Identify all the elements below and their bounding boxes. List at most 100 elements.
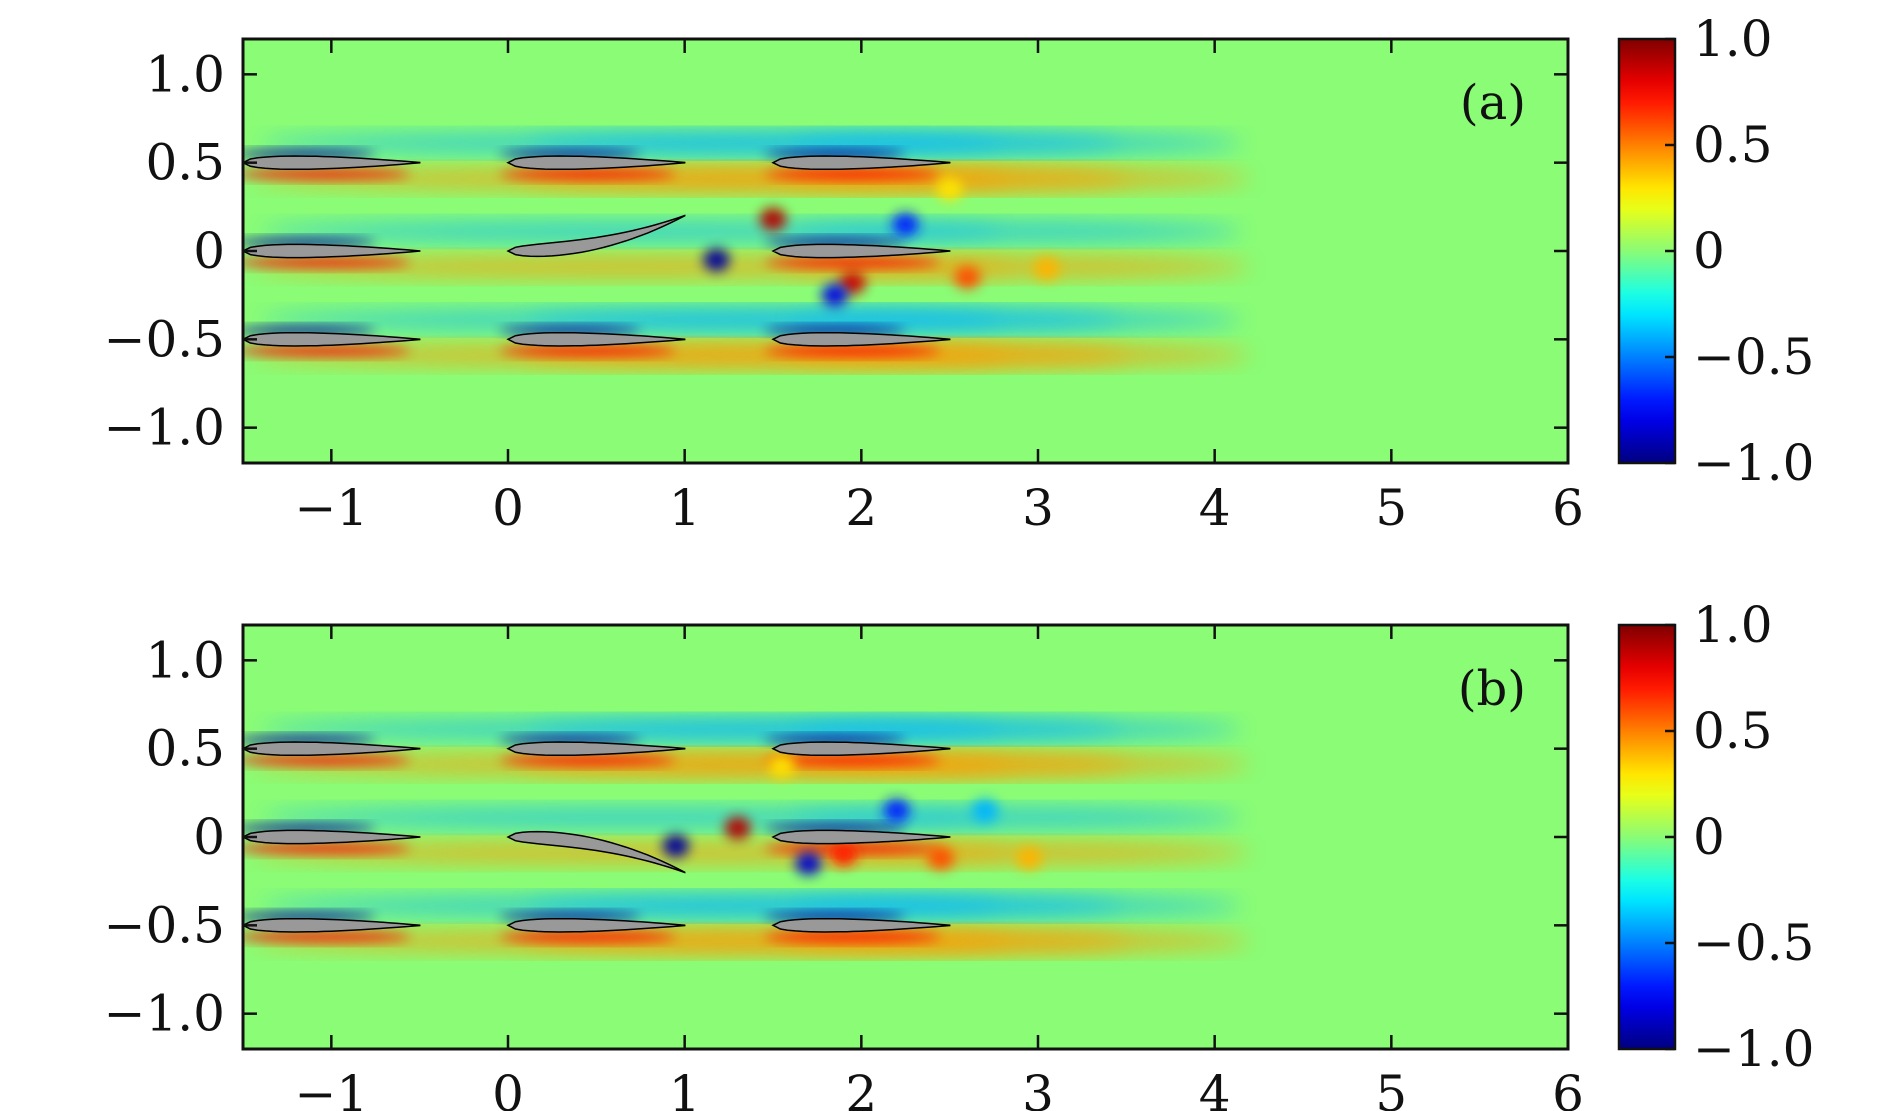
x-tick-label: 6 [1552, 1065, 1584, 1111]
vortex [724, 816, 751, 840]
colorbar-tick-label: 0.5 [1693, 702, 1773, 760]
panel-b: −1 0 1 2 3 4 5 6 1.0 0.5 0 −0.5 −1.0 (b) 1.0 0.5 0 −0.5 −1… [104, 596, 1815, 1111]
colorbar-tick-label: 0 [1693, 222, 1725, 280]
wake-negative [790, 808, 1242, 827]
colorbar-tick-label: −1.0 [1693, 434, 1814, 492]
x-tick-label: 2 [845, 479, 877, 537]
colorbar-tick-label: 1.0 [1693, 10, 1773, 68]
x-tick-label: 4 [1199, 1065, 1231, 1111]
airfoil [771, 243, 951, 259]
shear-layer-lower [499, 168, 676, 180]
vortex [927, 846, 955, 870]
x-tick-label: 2 [845, 1065, 877, 1111]
vortex [839, 271, 866, 295]
y-tick-label: −1.0 [104, 985, 225, 1043]
shear-layer-lower [764, 345, 941, 357]
shear-layer-upper [499, 149, 641, 159]
vortex [662, 834, 690, 858]
vortex [821, 283, 849, 307]
y-tick-label: −1.0 [104, 399, 225, 457]
shear-layer-lower [764, 754, 941, 766]
shear-layer-upper [764, 149, 906, 159]
shear-layer-lower [243, 257, 411, 268]
x-tick-label: −1 [294, 1065, 368, 1111]
shear-layer-lower [243, 754, 411, 766]
airfoil [243, 741, 421, 757]
vorticity-field [243, 134, 1250, 365]
vortex [1015, 846, 1043, 870]
vortex [759, 207, 787, 231]
shear-layer-upper [764, 735, 906, 745]
colorbar-tick-label: 0.5 [1693, 116, 1773, 174]
shear-layer-lower [764, 168, 941, 180]
x-tick-label: 0 [492, 479, 524, 537]
wake-negative [790, 222, 1242, 241]
vortex [954, 266, 981, 289]
colorbar-tick-label: −1.0 [1693, 1020, 1814, 1078]
airfoil [243, 155, 421, 171]
wake-negative [790, 897, 1242, 915]
colorbar-tick-label: −0.5 [1693, 914, 1814, 972]
shear-layer-upper [499, 912, 641, 921]
airfoil [771, 741, 951, 757]
vorticity-field [243, 720, 1250, 951]
shear-layer-lower [243, 931, 411, 943]
vortex [892, 213, 919, 236]
shear-layer-upper [764, 326, 906, 335]
panel-label: (a) [1460, 75, 1526, 131]
y-tick-label: 0.5 [145, 720, 225, 778]
airfoil [506, 331, 686, 347]
shear-layer-lower [764, 931, 941, 943]
colorbar: 1.0 0.5 0 −0.5 −1.0 [1617, 596, 1814, 1078]
airfoil [243, 243, 421, 259]
vortex [830, 843, 857, 867]
shear-layer-lower [243, 843, 411, 854]
y-tick-label: 1.0 [145, 631, 225, 689]
shear-layer-lower [499, 754, 676, 766]
x-tick-label: 0 [492, 1065, 524, 1111]
airfoil [771, 829, 951, 845]
vortex [1033, 257, 1061, 281]
vortex [971, 799, 999, 822]
airfoil [506, 155, 686, 171]
airfoil [243, 331, 421, 347]
shear-layer-lower [499, 931, 676, 943]
x-tick-label: 5 [1375, 479, 1407, 537]
x-tick-label: 6 [1552, 479, 1584, 537]
y-tick-label: −0.5 [104, 896, 225, 954]
wake-negative [790, 311, 1242, 329]
shear-layer-lower [243, 168, 411, 180]
vortex [883, 799, 910, 822]
vortex [795, 852, 822, 875]
x-tick-label: 5 [1375, 1065, 1407, 1111]
x-tick-label: 3 [1022, 1065, 1054, 1111]
x-tick-label: 1 [669, 1065, 701, 1111]
vortex [703, 248, 730, 272]
vortex [768, 754, 796, 778]
x-tick-label: 1 [669, 479, 701, 537]
x-tick-label: 3 [1022, 479, 1054, 537]
airfoil [771, 155, 951, 171]
y-tick-label: 0.5 [145, 134, 225, 192]
panel-a: −1 0 1 2 3 4 5 6 1.0 0.5 0 −0.5 −1.0 (a) 1.0 0.5 0 −0.5 −1… [104, 10, 1815, 537]
deformed-airfoil [506, 214, 686, 258]
y-tick-label: −0.5 [104, 310, 225, 368]
shear-layer-lower [764, 257, 941, 268]
vortex [936, 177, 963, 201]
colorbar-tick-label: 1.0 [1693, 596, 1773, 654]
shear-layer-upper [499, 326, 641, 335]
x-tick-label: −1 [294, 479, 368, 537]
shear-layer-upper [764, 912, 906, 921]
colorbar-tick-label: 0 [1693, 808, 1725, 866]
y-tick-label: 1.0 [145, 45, 225, 103]
wake-negative [790, 720, 1242, 739]
y-tick-label: 0 [193, 808, 225, 866]
x-tick-label: 4 [1199, 479, 1231, 537]
airfoil [771, 917, 951, 933]
colorbar: 1.0 0.5 0 −0.5 −1.0 [1617, 10, 1814, 492]
shear-layer-lower [499, 345, 676, 357]
y-tick-label: 0 [193, 222, 225, 280]
airfoil [243, 917, 421, 933]
shear-layer-upper [499, 735, 641, 745]
